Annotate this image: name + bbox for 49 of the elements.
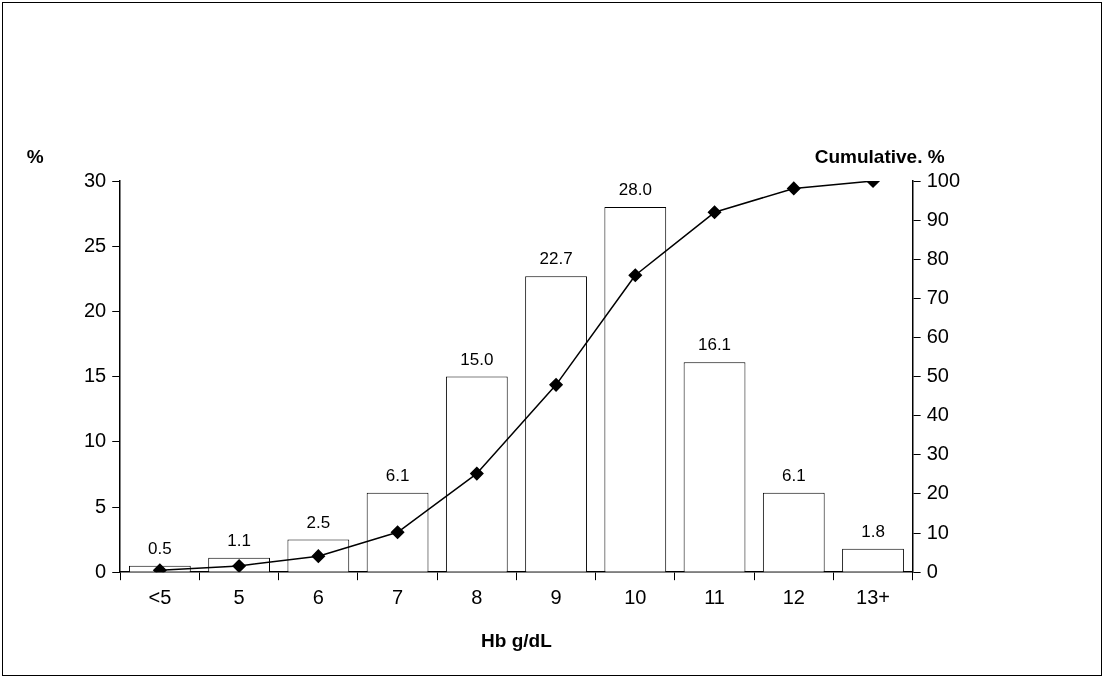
data-label: 0.5: [148, 538, 172, 558]
y2-tick-label: 100: [926, 168, 961, 191]
x-tick-label: 8: [471, 585, 483, 608]
y2-axis-title: Cumulative. %: [814, 145, 945, 167]
y-tick-label: 15: [84, 364, 107, 387]
data-label: 16.1: [697, 335, 732, 355]
y-tick-label: 20: [84, 298, 107, 321]
y-tick-label: 5: [95, 494, 107, 517]
y-tick-label: 25: [84, 233, 107, 256]
x-tick-label: 11: [704, 585, 725, 608]
y-tick-label: 30: [84, 168, 107, 191]
point: [787, 181, 801, 196]
y-tick-label: 0: [95, 559, 107, 582]
x-tick-label: 9: [550, 585, 562, 608]
data-label: 1.1: [227, 531, 251, 551]
y2-tick-label: 80: [926, 246, 949, 269]
data-label: 6.1: [781, 465, 806, 485]
point: [628, 268, 643, 283]
y2-tick-label: 70: [926, 285, 949, 308]
point: [311, 549, 326, 563]
data-label: 15.0: [460, 349, 494, 369]
x-tick-label: 12: [782, 585, 805, 608]
y2-tick-label: 20: [926, 481, 949, 504]
y-tick-label: 10: [84, 429, 107, 452]
y-axis-title: %: [26, 145, 44, 167]
y2-tick-label: 30: [926, 442, 949, 465]
y2-tick-label: 90: [926, 207, 949, 230]
y2-tick-label: 40: [926, 403, 949, 426]
point: [549, 378, 563, 392]
point: [232, 559, 246, 573]
point: [707, 205, 722, 220]
x-tick-label: 10: [624, 585, 647, 608]
point: [470, 466, 484, 481]
x-tick-label: 5: [233, 585, 245, 608]
x-tick-label: 6: [312, 585, 324, 608]
x-tick-label: 7: [392, 585, 404, 608]
data-label: 6.1: [385, 465, 410, 485]
x-tick-label: 13+: [856, 585, 890, 608]
data-label: 22.7: [539, 249, 573, 269]
point: [390, 525, 405, 540]
data-label: 2.5: [306, 512, 331, 532]
x-tick-label: <5: [148, 585, 172, 608]
x-axis-title: Hb g/dL: [481, 629, 553, 651]
y2-tick-label: 10: [926, 520, 949, 543]
y2-tick-label: 60: [926, 325, 949, 347]
data-label: 28.0: [618, 180, 652, 200]
y2-tick-label: 0: [926, 559, 938, 582]
y2-tick-label: 50: [926, 364, 949, 387]
data-label: 1.8: [861, 521, 885, 541]
